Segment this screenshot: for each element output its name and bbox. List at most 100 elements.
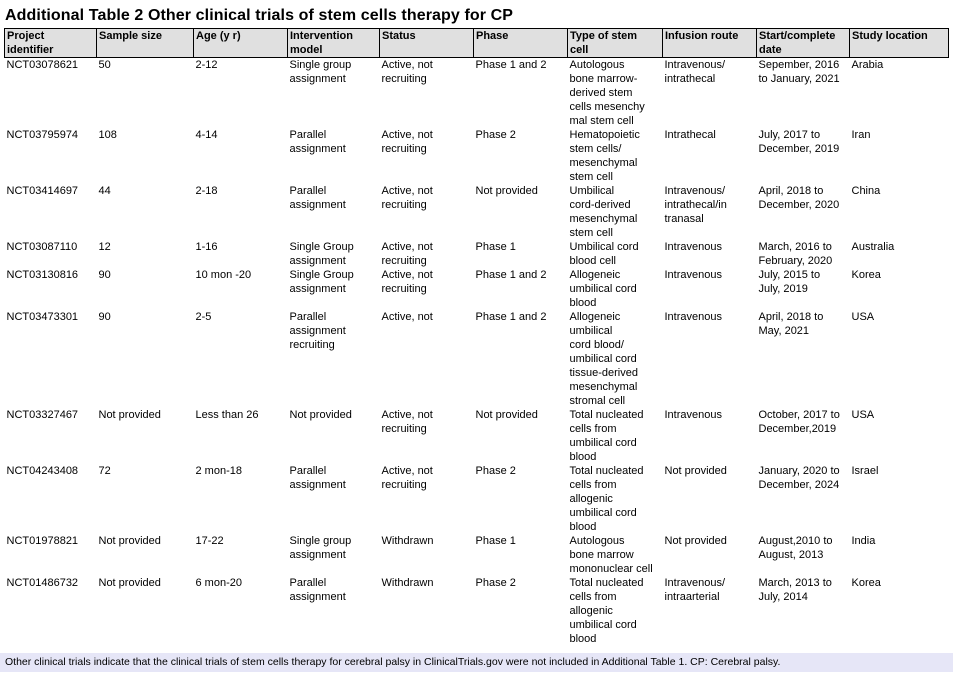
table-cell: Withdrawn [381,535,434,547]
column-header: Phase [473,28,568,58]
table-cell: Total nucleated cells from umbilical cor… [569,409,644,463]
table-row: NCT03087110 12 1-16 Single Group assignment… [5,240,949,268]
table-cell: 12 [98,241,111,253]
table-cell: Allogeneic umbilical cord blood/ umbilic… [569,311,638,407]
table-cell: Active, not recruiting [381,59,433,85]
table-cell: Parallel assignment recruiting [289,311,346,351]
table-cell: Total nucleated cells from allogenic umb… [569,577,644,645]
table-cell: Intravenous/ intrathecal [664,59,726,85]
table-cell: Withdrawn [381,577,434,589]
column-header: Project identifier [4,28,97,58]
table-cell: Not provided [98,535,161,547]
table-row: NCT04243408 72 2 mon-18 Parallel assignment… [5,464,949,534]
table-cell: Active, not recruiting [381,241,433,267]
table-cell: Korea [851,577,881,589]
column-header: Start/complete date [756,28,850,58]
column-header: Sample size [96,28,194,58]
clinical-trials-table: Project identifier Sample size Age (y r) In… [4,28,949,647]
table-cell: Intravenous [664,409,722,421]
table-cell: April, 2018 to December, 2020 [758,185,840,211]
table-cell: USA [851,311,875,323]
table-cell: Israel [851,465,879,477]
column-header: Study location [849,28,949,58]
table-cell: NCT03795974 [6,129,79,141]
table-cell: March, 2016 to February, 2020 [758,241,833,267]
table-cell: Phase 1 [475,535,516,547]
table-cell: 44 [98,185,111,197]
table-cell: Phase 1 and 2 [475,59,547,71]
table-row: NCT01486732 Not provided 6 mon-20 Parallel … [5,576,949,647]
table-cell: Single group assignment [289,59,352,85]
table-cell: January, 2020 to December, 2024 [758,465,840,491]
table-cell: Umbilical cord-derived mesenchymal stem … [569,185,638,239]
table-cell: Phase 2 [475,465,516,477]
table-cell: Intravenous/ intraarterial [664,577,726,603]
table-body: NCT03078621 50 2-12 Single group assignment… [5,58,949,647]
column-header: Age (y r) [193,28,288,58]
table-row: NCT03327467 Not provided Less than 26 Not p… [5,408,949,464]
table-cell: 2 mon-18 [195,465,242,477]
table-cell: NCT03473301 [6,311,79,323]
table-row: NCT01978821 Not provided 17-22 Single group… [5,534,949,576]
table-cell: Active, not [381,311,433,323]
table-cell: Active, not recruiting [381,465,433,491]
table-cell: 90 [98,269,111,281]
table-row: NCT03414697 44 2-18 Parallel assignment Acti… [5,184,949,240]
table-cell: Phase 1 [475,241,516,253]
table-cell: 6 mon-20 [195,577,242,589]
table-cell: Iran [851,129,871,141]
footnote: Other clinical trials indicate that the … [0,653,953,672]
table-cell: August,2010 to August, 2013 [758,535,833,561]
table-cell: USA [851,409,875,421]
table-cell: Intrathecal [664,129,716,141]
table-cell: Active, not recruiting [381,269,433,295]
table-cell: 17-22 [195,535,224,547]
table-cell: Parallel assignment [289,465,346,491]
table-cell: Korea [851,269,881,281]
table-row: NCT03473301 90 2-5 Parallel assignment recr… [5,310,949,408]
table-cell: Total nucleated cells from allogenic umb… [569,465,644,533]
table-row: NCT03795974 108 4-14 Parallel assignment Act… [5,128,949,184]
table-cell: Parallel assignment [289,577,346,603]
table-cell: Less than 26 [195,409,259,421]
table-cell: NCT03078621 [6,59,79,71]
table-cell: 2-5 [195,311,212,323]
table-cell: Phase 1 and 2 [475,311,547,323]
table-header: Project identifier Sample size Age (y r) In… [4,28,949,58]
table-cell: 4-14 [195,129,218,141]
table-cell: Active, not recruiting [381,129,433,155]
table-cell: Parallel assignment [289,129,346,155]
table-cell: Active, not recruiting [381,185,433,211]
table-cell: NCT04243408 [6,465,79,477]
table-cell: Intravenous [664,241,722,253]
table-cell: Autologous bone marrow- derived stem cel… [569,59,645,127]
table-cell: NCT01978821 [6,535,79,547]
table-cell: Not provided [98,409,161,421]
table-cell: Parallel assignment [289,185,346,211]
table-cell: Intravenous/ intrathecal/in tranasal [664,185,727,225]
table-cell: 2-18 [195,185,218,197]
table-cell: Not provided [98,577,161,589]
table-cell: July, 2017 to December, 2019 [758,129,840,155]
table-cell: NCT03087110 [6,241,78,253]
table-cell: Intravenous [664,311,722,323]
table-cell: 72 [98,465,111,477]
column-header: Intervention model [287,28,380,58]
table-cell: 2-12 [195,59,218,71]
table-cell: October, 2017 to December,2019 [758,409,840,435]
table-cell: Not provided [664,535,727,547]
header-row: Project identifier Sample size Age (y r) In… [4,28,949,58]
table-cell: Intravenous [664,269,722,281]
table-cell: NCT03327467 [6,409,79,421]
table-cell: Autologous bone marrow mononuclear cell [569,535,653,575]
table-row: NCT03078621 50 2-12 Single group assignment… [5,58,949,129]
table-wrapper: Project identifier Sample size Age (y r) In… [0,28,953,647]
table-cell: Phase 2 [475,129,516,141]
table-cell: Australia [851,241,895,253]
column-header: Status [379,28,474,58]
column-header: Type of stem cell [567,28,663,58]
table-cell: Not provided [664,465,727,477]
table-cell: NCT03414697 [6,185,79,197]
table-cell: Phase 2 [475,577,516,589]
